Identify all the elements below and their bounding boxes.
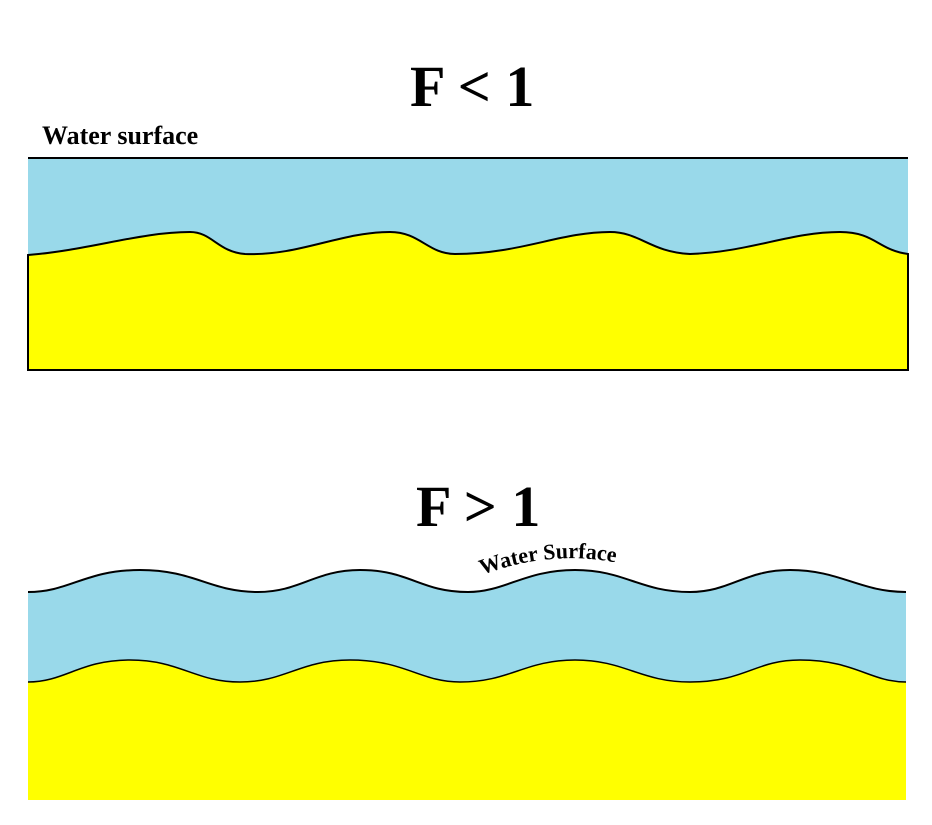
panel-supercritical: Water Surface bbox=[27, 538, 907, 800]
water-surface-line-supercritical bbox=[27, 568, 907, 594]
title-subcritical: F < 1 bbox=[410, 54, 535, 119]
bed-line-supercritical bbox=[27, 659, 907, 683]
sediment-antidunes-supercritical bbox=[28, 660, 906, 800]
panel-subcritical bbox=[27, 157, 909, 371]
sediment-dunes-subcritical bbox=[27, 230, 909, 371]
surface-label-subcritical: Water surface bbox=[42, 121, 199, 150]
water-layer-supercritical bbox=[28, 570, 906, 682]
title-supercritical: F > 1 bbox=[416, 474, 541, 539]
